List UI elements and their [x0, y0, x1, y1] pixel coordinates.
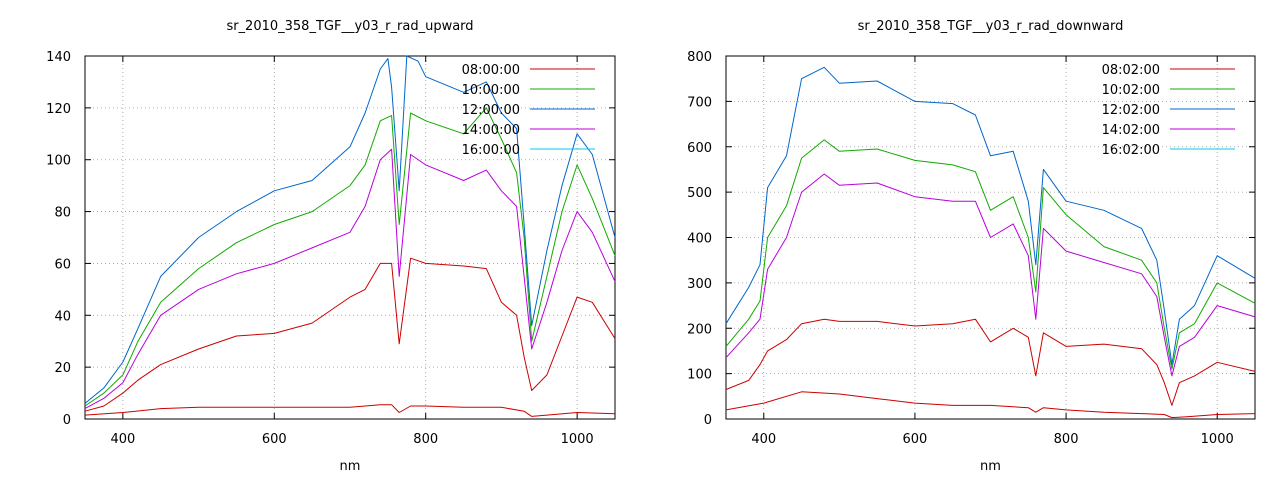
x-tick-label: 1000: [561, 432, 594, 447]
legend-label: 14:00:00: [462, 123, 520, 138]
legend-label: 14:02:00: [1102, 123, 1160, 138]
y-tick-label: 120: [46, 102, 71, 117]
x-tick-label: 800: [413, 432, 438, 447]
series-line-8: [725, 173, 1256, 377]
y-tick-label: 700: [687, 95, 712, 110]
y-tick-label: 100: [687, 368, 712, 383]
x-tick-label: 1000: [1201, 432, 1234, 447]
y-tick-label: 100: [46, 154, 71, 169]
legend-label: 10:00:00: [462, 83, 520, 98]
x-axis-label: nm: [980, 459, 1001, 474]
y-tick-label: 500: [687, 186, 712, 201]
x-axis-label: nm: [340, 459, 361, 474]
series-line-8: [84, 148, 616, 410]
series-line-5: [725, 318, 1256, 406]
y-tick-label: 0: [63, 413, 71, 428]
x-tick-label: 400: [110, 432, 135, 447]
y-tick-label: 600: [687, 141, 712, 156]
y-tick-label: 800: [687, 50, 712, 65]
series-line-0: [725, 391, 1256, 419]
y-tick-label: 200: [687, 322, 712, 337]
series-line-7: [725, 66, 1256, 366]
series-line-6: [84, 107, 616, 407]
x-tick-label: 600: [262, 432, 287, 447]
x-tick-label: 400: [751, 432, 776, 447]
plot-frame: [84, 55, 616, 420]
legend-label: 10:02:00: [1102, 83, 1160, 98]
x-tick-label: 800: [1054, 432, 1079, 447]
series-line-7: [84, 55, 616, 404]
chart-panel-1: sr_2010_358_TGF__y03_r_rad_downward 400 60…: [687, 19, 1256, 474]
legend-label: 16:02:00: [1102, 143, 1160, 158]
legend-label: 12:00:00: [462, 103, 520, 118]
legend-label: 12:02:00: [1102, 103, 1160, 118]
y-tick-label: 40: [54, 309, 71, 324]
legend-label: 08:00:00: [462, 63, 520, 78]
y-tick-label: 20: [54, 361, 71, 376]
y-tick-label: 60: [54, 257, 71, 272]
y-tick-label: 140: [46, 50, 71, 65]
series-line-5: [84, 257, 616, 412]
y-tick-label: 80: [54, 206, 71, 221]
y-tick-label: 300: [687, 277, 712, 292]
legend-label: 08:02:00: [1102, 63, 1160, 78]
x-tick-label: 600: [903, 432, 928, 447]
series-line-6: [725, 139, 1256, 370]
y-tick-label: 400: [687, 232, 712, 247]
chart-title: sr_2010_358_TGF__y03_r_rad_downward: [858, 19, 1124, 34]
legend-label: 16:00:00: [462, 143, 520, 158]
y-tick-label: 0: [704, 413, 712, 428]
chart-title: sr_2010_358_TGF__y03_r_rad_upward: [226, 19, 473, 34]
series-line-0: [84, 404, 616, 417]
